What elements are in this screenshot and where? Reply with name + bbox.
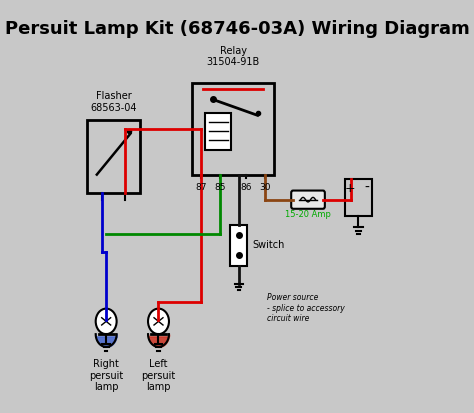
- Text: 30: 30: [259, 183, 271, 192]
- Text: 15-20 Amp: 15-20 Amp: [285, 210, 331, 219]
- Text: -: -: [365, 181, 370, 195]
- Bar: [205, 113, 231, 150]
- Text: Switch: Switch: [252, 240, 284, 250]
- Bar: [346, 179, 372, 216]
- Bar: [88, 120, 140, 193]
- Bar: [230, 225, 247, 266]
- Text: Flasher
68563-04: Flasher 68563-04: [91, 91, 137, 113]
- Text: 87: 87: [196, 183, 207, 192]
- Circle shape: [148, 309, 169, 334]
- Bar: [192, 83, 274, 175]
- Text: 85: 85: [214, 183, 226, 192]
- Text: Power source
- splice to accessory
circuit wire: Power source - splice to accessory circu…: [267, 293, 345, 323]
- Text: Left
persuit
lamp: Left persuit lamp: [141, 359, 176, 392]
- Text: +: +: [345, 182, 355, 195]
- FancyBboxPatch shape: [291, 190, 325, 209]
- Text: Persuit Lamp Kit (68746-03A) Wiring Diagram: Persuit Lamp Kit (68746-03A) Wiring Diag…: [5, 20, 469, 38]
- Text: 86: 86: [241, 183, 252, 192]
- Text: Relay
31504-91B: Relay 31504-91B: [207, 46, 260, 67]
- Circle shape: [96, 309, 117, 334]
- Text: Right
persuit
lamp: Right persuit lamp: [89, 359, 123, 392]
